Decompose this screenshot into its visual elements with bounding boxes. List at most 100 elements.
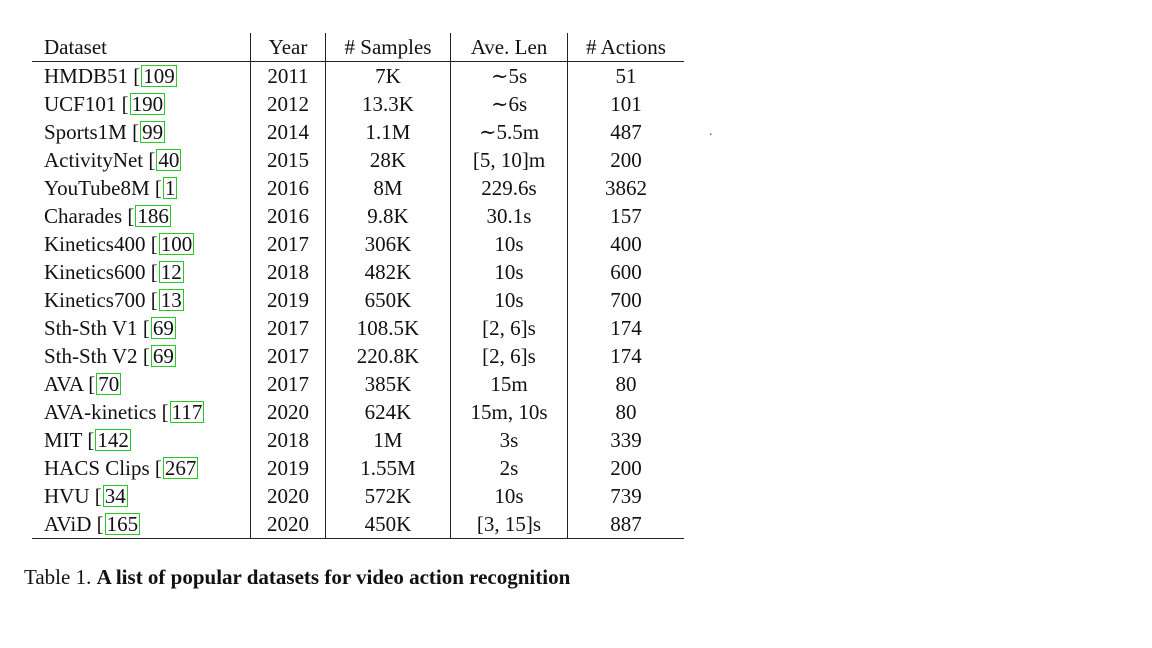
cell-year: 2016 — [250, 174, 326, 202]
dataset-name: Sports1M — [44, 120, 127, 144]
header-ave-len: Ave. Len — [450, 33, 568, 62]
cell-actions: 487 — [567, 118, 684, 146]
cell-samples: 482K — [325, 258, 451, 286]
cell-ave-len: 229.6s — [450, 174, 568, 202]
cell-ave-len: 30.1s — [450, 202, 568, 230]
cell-year: 2017 — [250, 370, 326, 398]
table-row: AVA-kinetics [117 2020 624K 15m, 10s 80 — [32, 398, 684, 426]
datasets-table-container: Dataset Year # Samples Ave. Len # Action… — [32, 33, 684, 539]
cell-dataset: Sth-Sth V1 [69 — [44, 316, 176, 340]
cell-dataset: YouTube8M [1 — [44, 176, 178, 200]
cell-ave-len: 10s — [450, 258, 568, 286]
citation-link[interactable]: 12 — [158, 260, 184, 284]
cell-samples: 220.8K — [325, 342, 451, 370]
cell-samples: 8M — [325, 174, 451, 202]
dataset-name: UCF101 — [44, 92, 117, 116]
cell-year: 2017 — [250, 342, 326, 370]
cell-year: 2020 — [250, 398, 326, 426]
cell-actions: 200 — [567, 454, 684, 482]
cell-samples: 7K — [325, 61, 451, 90]
cell-dataset: AVA [70 — [44, 372, 122, 396]
cell-dataset: HACS Clips [267 — [44, 456, 199, 480]
cell-year: 2020 — [250, 482, 326, 510]
table-row: ActivityNet [40 2015 28K [5, 10]m 200 — [32, 146, 684, 174]
header-actions: # Actions — [567, 33, 684, 62]
citation-link[interactable]: 70 — [96, 372, 122, 396]
cell-actions: 51 — [567, 61, 684, 90]
cell-ave-len: 2s — [450, 454, 568, 482]
citation-link[interactable]: 142 — [95, 428, 131, 452]
stray-mark: . — [709, 124, 713, 139]
dataset-name: Kinetics400 — [44, 232, 146, 256]
dataset-name: YouTube8M — [44, 176, 150, 200]
citation-link[interactable]: 40 — [156, 148, 182, 172]
dataset-name: AVA-kinetics — [44, 400, 157, 424]
cell-year: 2018 — [250, 426, 326, 454]
cell-samples: 9.8K — [325, 202, 451, 230]
datasets-table: Dataset Year # Samples Ave. Len # Action… — [32, 33, 684, 539]
cell-samples: 13.3K — [325, 90, 451, 118]
citation-link[interactable]: 69 — [150, 344, 176, 368]
citation-link[interactable]: 100 — [158, 232, 195, 256]
citation-link[interactable]: 99 — [140, 120, 166, 144]
cell-samples: 1.55M — [325, 454, 451, 482]
citation-link[interactable]: 165 — [104, 512, 141, 536]
dataset-name: Charades — [44, 204, 123, 228]
dataset-name: Kinetics600 — [44, 260, 146, 284]
citation-link[interactable]: 13 — [158, 288, 184, 312]
cell-actions: 80 — [567, 370, 684, 398]
table-row: Sports1M [99 2014 1.1M ∼5.5m 487 — [32, 118, 684, 146]
cell-actions: 80 — [567, 398, 684, 426]
table-row: Kinetics600 [12 2018 482K 10s 600 — [32, 258, 684, 286]
cell-dataset: HVU [34 — [44, 484, 128, 508]
citation-link[interactable]: 190 — [129, 92, 166, 116]
dataset-name: HACS Clips — [44, 456, 150, 480]
dataset-name: Sth-Sth V1 — [44, 316, 138, 340]
cell-year: 2017 — [250, 314, 326, 342]
dataset-name: HVU — [44, 484, 90, 508]
cell-year: 2017 — [250, 230, 326, 258]
cell-year: 2011 — [250, 61, 326, 90]
table-header-row: Dataset Year # Samples Ave. Len # Action… — [32, 33, 684, 62]
cell-year: 2012 — [250, 90, 326, 118]
header-samples: # Samples — [325, 33, 451, 62]
cell-ave-len: 10s — [450, 286, 568, 314]
cell-dataset: Sports1M [99 — [44, 120, 166, 144]
cell-samples: 28K — [325, 146, 451, 174]
cell-ave-len: [2, 6]s — [450, 314, 568, 342]
citation-link[interactable]: 267 — [162, 456, 199, 480]
cell-actions: 887 — [567, 510, 684, 539]
header-year: Year — [250, 33, 326, 62]
cell-dataset: Charades [186 — [44, 204, 171, 228]
citation-link[interactable]: 109 — [141, 64, 177, 88]
dataset-name: AViD — [44, 512, 92, 536]
cell-samples: 385K — [325, 370, 451, 398]
cell-dataset: Kinetics600 [12 — [44, 260, 184, 284]
cell-actions: 400 — [567, 230, 684, 258]
caption-title: A list of popular datasets for video act… — [96, 565, 571, 589]
table-row: MIT [142 2018 1M 3s 339 — [32, 426, 684, 454]
dataset-name: Kinetics700 — [44, 288, 146, 312]
cell-actions: 174 — [567, 342, 684, 370]
cell-samples: 450K — [325, 510, 451, 539]
cell-ave-len: 10s — [450, 230, 568, 258]
dataset-name: AVA — [44, 372, 83, 396]
cell-ave-len: 3s — [450, 426, 568, 454]
table-row: Kinetics700 [13 2019 650K 10s 700 — [32, 286, 684, 314]
cell-year: 2014 — [250, 118, 326, 146]
cell-year: 2019 — [250, 286, 326, 314]
citation-link[interactable]: 117 — [169, 400, 205, 424]
cell-actions: 3862 — [567, 174, 684, 202]
citation-link[interactable]: 69 — [150, 316, 176, 340]
cell-samples: 306K — [325, 230, 451, 258]
cell-ave-len: ∼5s — [450, 61, 568, 90]
citation-link[interactable]: 186 — [135, 204, 171, 228]
cell-ave-len: 10s — [450, 482, 568, 510]
cell-actions: 101 — [567, 90, 684, 118]
cell-ave-len: 15m — [450, 370, 568, 398]
cell-dataset: Sth-Sth V2 [69 — [44, 344, 176, 368]
citation-link[interactable]: 34 — [102, 484, 128, 508]
cell-samples: 624K — [325, 398, 451, 426]
dataset-name: MIT — [44, 428, 83, 452]
citation-link[interactable]: 1 — [162, 176, 178, 200]
